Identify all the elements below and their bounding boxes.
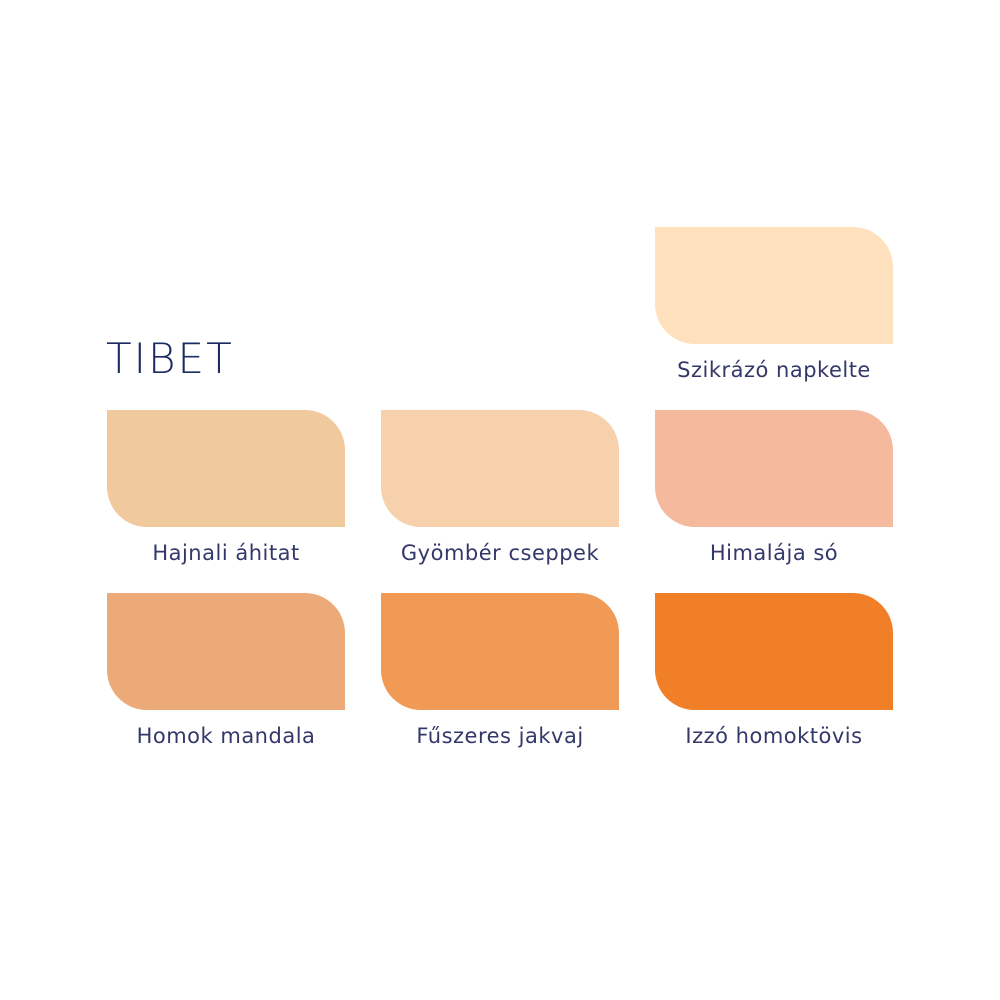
color-swatch [107, 410, 345, 527]
swatch-label: Gyömbér cseppek [400, 541, 600, 565]
collection-title: TIBET [106, 334, 234, 383]
swatch-label: Himalája só [709, 541, 839, 565]
color-swatch [655, 410, 893, 527]
swatch-label: Homok mandala [136, 724, 316, 748]
swatch-label: Izzó homoktövis [685, 724, 863, 748]
color-swatch [107, 593, 345, 710]
swatch-label: Szikrázó napkelte [677, 358, 871, 382]
swatch-label: Fűszeres jakvaj [416, 724, 584, 748]
color-swatch [655, 227, 893, 344]
color-swatch [381, 410, 619, 527]
color-swatch [655, 593, 893, 710]
color-swatch [381, 593, 619, 710]
swatch-label: Hajnali áhitat [152, 541, 300, 565]
